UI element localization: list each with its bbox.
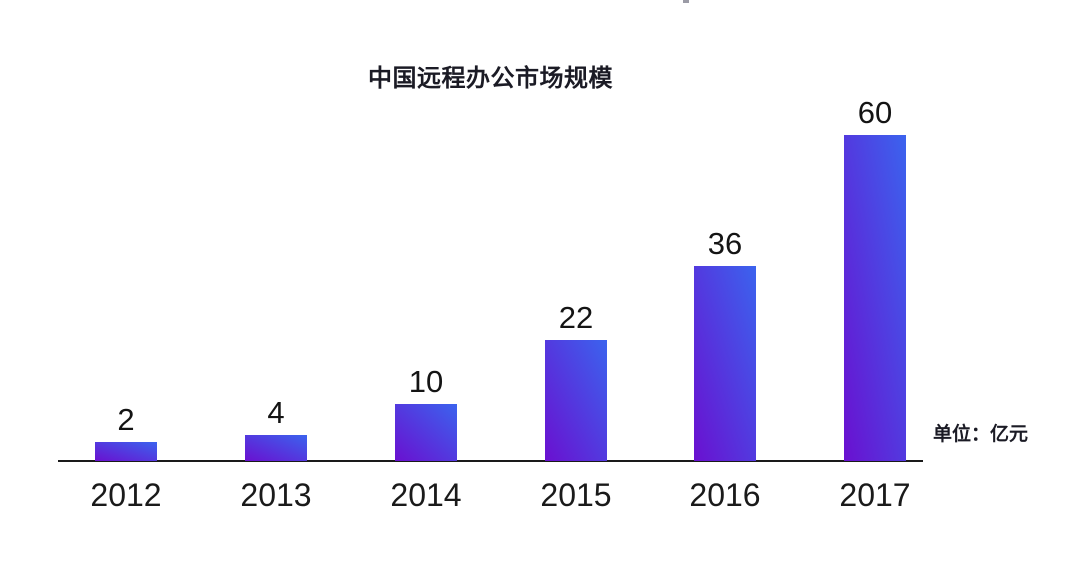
bar-group-2014: 10: [366, 363, 486, 461]
x-axis-tick-label: 2012: [90, 477, 162, 513]
bar-group-2015: 22: [516, 299, 636, 461]
bar-value-label: 2: [117, 401, 135, 437]
bar-rect: [95, 442, 157, 461]
bar-group-2016: 36: [665, 225, 785, 461]
bar-value-label: 60: [857, 94, 893, 130]
bar-value-label: 10: [408, 363, 444, 399]
chart-title: 中国远程办公市场规模: [368, 65, 613, 92]
cropped-text-artifact: [683, 0, 689, 3]
bar-group-2013: 4: [216, 394, 336, 461]
x-axis-tick-label: 2014: [390, 477, 462, 513]
x-axis-tick-label: 2017: [839, 477, 911, 513]
bar-value-label: 36: [707, 225, 743, 261]
bar-value-label: 4: [267, 394, 285, 430]
bar-rect: [395, 404, 457, 461]
bar-group-2017: 60: [815, 94, 935, 461]
x-axis-line: [58, 460, 923, 462]
unit-label: 单位：亿元: [933, 424, 1029, 445]
bar-rect: [844, 135, 906, 461]
bar-group-2012: 2: [66, 401, 186, 461]
bar-value-label: 22: [558, 299, 594, 335]
x-axis-tick-label: 2013: [240, 477, 312, 513]
bar-rect: [694, 266, 756, 461]
x-axis-tick-label: 2015: [540, 477, 612, 513]
x-axis-tick-label: 2016: [689, 477, 761, 513]
bar-rect: [245, 435, 307, 461]
bar-rect: [545, 340, 607, 461]
